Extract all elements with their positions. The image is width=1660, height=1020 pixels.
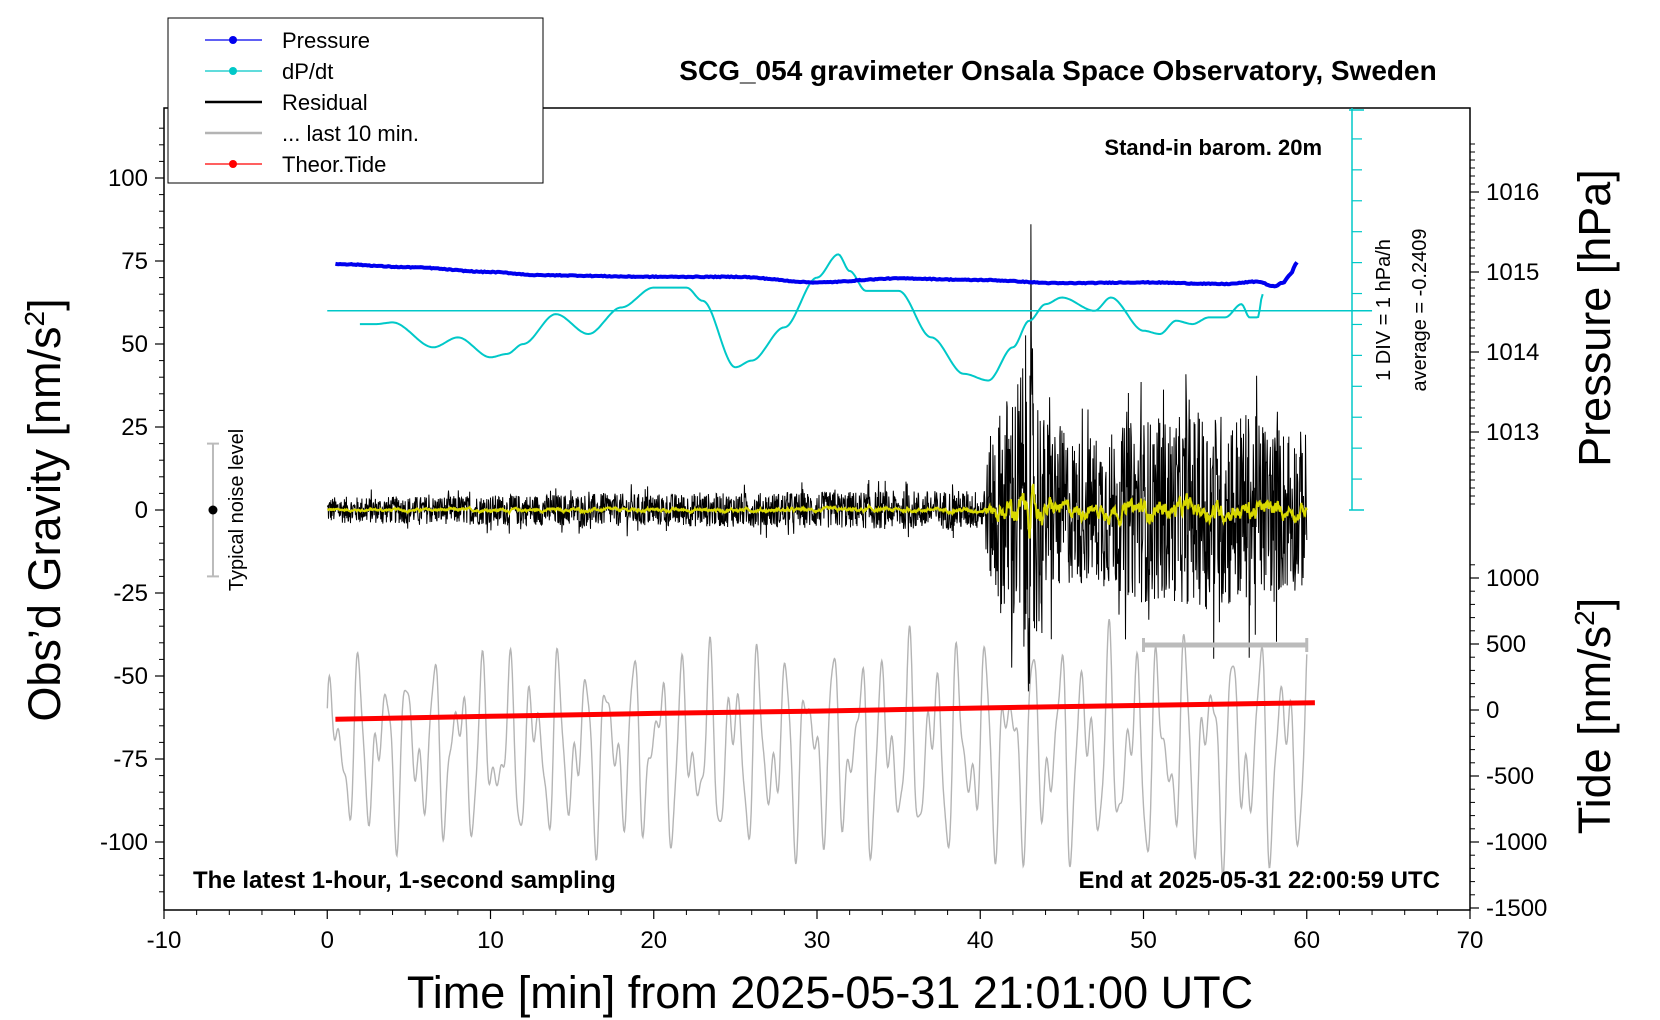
legend-label: dP/dt — [282, 59, 333, 84]
legend-label: Pressure — [282, 28, 370, 53]
y-tick-label-tide: -500 — [1486, 763, 1534, 790]
x-tick-label: 10 — [477, 927, 504, 954]
y-tick-label-tide: 0 — [1486, 697, 1499, 724]
y-axis-label-tide: Tide [nm/s2] — [1569, 598, 1620, 834]
y-tick-label-left: -25 — [113, 580, 148, 607]
noise-bar-center-dot — [208, 505, 218, 515]
y-tick-label-left: -50 — [113, 663, 148, 690]
axes-layer: -10 0 10 20 30 40 50 60 701007550250-25-50-75-10… — [100, 108, 1547, 954]
y-tick-label-left: -75 — [113, 746, 148, 773]
legend-swatch-marker — [229, 36, 237, 44]
x-tick-label: 50 — [1130, 927, 1157, 954]
y-tick-label-pressure: 1013 — [1486, 419, 1539, 446]
y-axis-label-tide-sup: 2 — [1569, 610, 1600, 626]
legend-label: ... last 10 min. — [282, 121, 419, 146]
legend-label: Residual — [282, 90, 368, 115]
plot-clip-layer — [326, 224, 1315, 879]
y-axis-label-pressure: Pressure [hPa] — [1569, 169, 1620, 467]
y-tick-label-pressure: 1016 — [1486, 179, 1539, 206]
annotation-bottom-right: End at 2025-05-31 22:00:59 UTC — [1079, 867, 1441, 894]
y-tick-label-left: 25 — [121, 414, 148, 441]
x-tick-label: -10 — [147, 927, 182, 954]
y-tick-label-tide: 500 — [1486, 631, 1526, 658]
annotation-average: average = -0.2409 — [1409, 229, 1431, 392]
x-tick-label: 60 — [1293, 927, 1320, 954]
y-tick-label-tide: -1500 — [1486, 895, 1547, 922]
chart-title: SCG_054 gravimeter Onsala Space Observat… — [679, 55, 1436, 86]
series-last-10-min-line — [326, 618, 1308, 879]
y-tick-label-left: 100 — [108, 165, 148, 192]
x-tick-label: 70 — [1457, 927, 1484, 954]
x-tick-label: 30 — [804, 927, 831, 954]
x-tick-label: 20 — [640, 927, 667, 954]
y-tick-label-left: 75 — [121, 248, 148, 275]
y-tick-label-tide: -1000 — [1486, 829, 1547, 856]
series-residual-line — [326, 224, 1308, 692]
series-pressure-line — [335, 261, 1299, 289]
legend-label: Theor.Tide — [282, 152, 386, 177]
legend-swatch-marker — [229, 160, 237, 168]
y-axis-label-left-sup: 2 — [19, 311, 50, 327]
x-tick-label: 40 — [967, 927, 994, 954]
y-tick-label-pressure: 1015 — [1486, 259, 1539, 286]
y-tick-label-left: 50 — [121, 331, 148, 358]
series-theor-tide-line — [335, 700, 1315, 722]
legend-items: Pressure dP/dt Residual ... last 10 min. The… — [205, 28, 419, 177]
y-tick-label-pressure: 1014 — [1486, 339, 1539, 366]
annotation-div: 1 DIV = 1 hPa/h — [1373, 239, 1395, 381]
annotation-stand-in: Stand-in barom. 20m — [1104, 135, 1322, 160]
legend-box — [167, 17, 544, 184]
series-residual-smoothed-line — [326, 483, 1308, 539]
y-tick-label-left: -100 — [100, 829, 148, 856]
annotation-noise: Typical noise level — [226, 429, 248, 591]
legend: Pressure dP/dt Residual ... last 10 min. The… — [167, 17, 544, 184]
legend-swatch-marker — [229, 67, 237, 75]
x-tick-label: 0 — [321, 927, 334, 954]
x-axis-label: Time [min] from 2025-05-31 21:01:00 UTC — [407, 967, 1253, 1018]
y-axis-label-left: Obs’d Gravity [nm/s2] — [19, 298, 70, 721]
y-tick-label-tide: 1000 — [1486, 565, 1539, 592]
annotation-bottom-left: The latest 1-hour, 1-second sampling — [193, 867, 616, 894]
data-layer — [326, 224, 1315, 879]
y-tick-label-left: 0 — [135, 497, 148, 524]
